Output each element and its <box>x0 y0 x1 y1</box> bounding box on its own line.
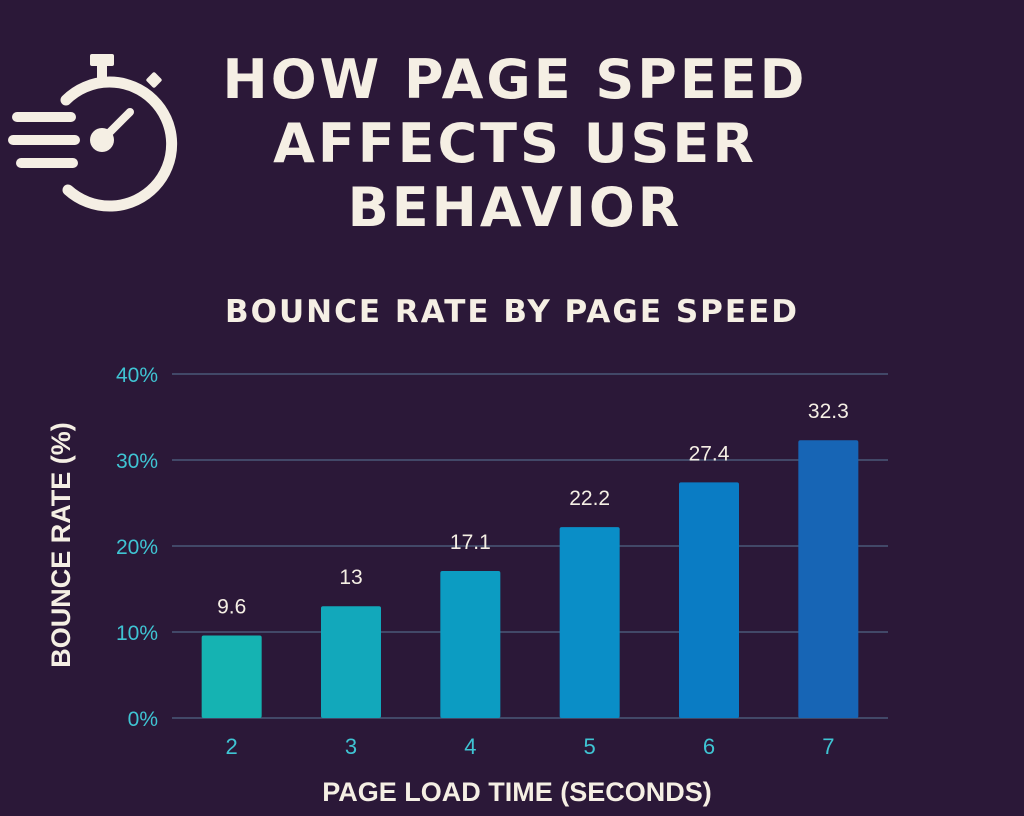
x-tick-label: 4 <box>464 734 476 759</box>
x-tick-label: 6 <box>703 734 715 759</box>
y-tick-label: 20% <box>116 536 158 559</box>
stopwatch-icon <box>8 54 178 212</box>
bar-value-label: 22.2 <box>569 487 610 510</box>
x-tick-label: 5 <box>584 734 596 759</box>
x-axis-label: PAGE LOAD TIME (SECONDS) <box>322 777 712 807</box>
x-tick-label: 7 <box>822 734 834 759</box>
y-tick-label: 0% <box>128 708 158 731</box>
bar-value-label: 17.1 <box>450 531 491 554</box>
x-axis-ticks: 2 3 4 5 6 7 <box>226 734 835 759</box>
chart-title: BOUNCE RATE BY PAGE SPEED <box>225 294 799 330</box>
y-tick-label: 10% <box>116 622 158 645</box>
bar <box>201 635 262 718</box>
page-title: HOW PAGE SPEED AFFECTS USER BEHAVIOR <box>222 48 808 239</box>
bar-value-label: 32.3 <box>808 400 849 423</box>
bar <box>321 606 381 718</box>
x-tick-label: 2 <box>226 734 238 759</box>
y-axis-label: BOUNCE RATE (%) <box>46 422 76 668</box>
bar-value-label: 9.6 <box>217 595 246 618</box>
bar <box>679 482 739 718</box>
x-tick-label: 3 <box>345 734 357 759</box>
bar <box>440 570 501 718</box>
gridlines <box>172 373 888 719</box>
bar <box>559 527 620 718</box>
y-tick-label: 40% <box>116 364 158 387</box>
bar-value-label: 13 <box>339 566 362 589</box>
y-tick-label: 30% <box>116 450 158 473</box>
bar <box>798 440 859 718</box>
value-labels: 9.6 13 17.1 22.2 27.4 32.3 <box>217 400 849 618</box>
bars <box>201 440 859 718</box>
bar-value-label: 27.4 <box>689 442 730 465</box>
y-axis-ticks: 0% 10% 20% 30% 40% <box>116 364 158 731</box>
